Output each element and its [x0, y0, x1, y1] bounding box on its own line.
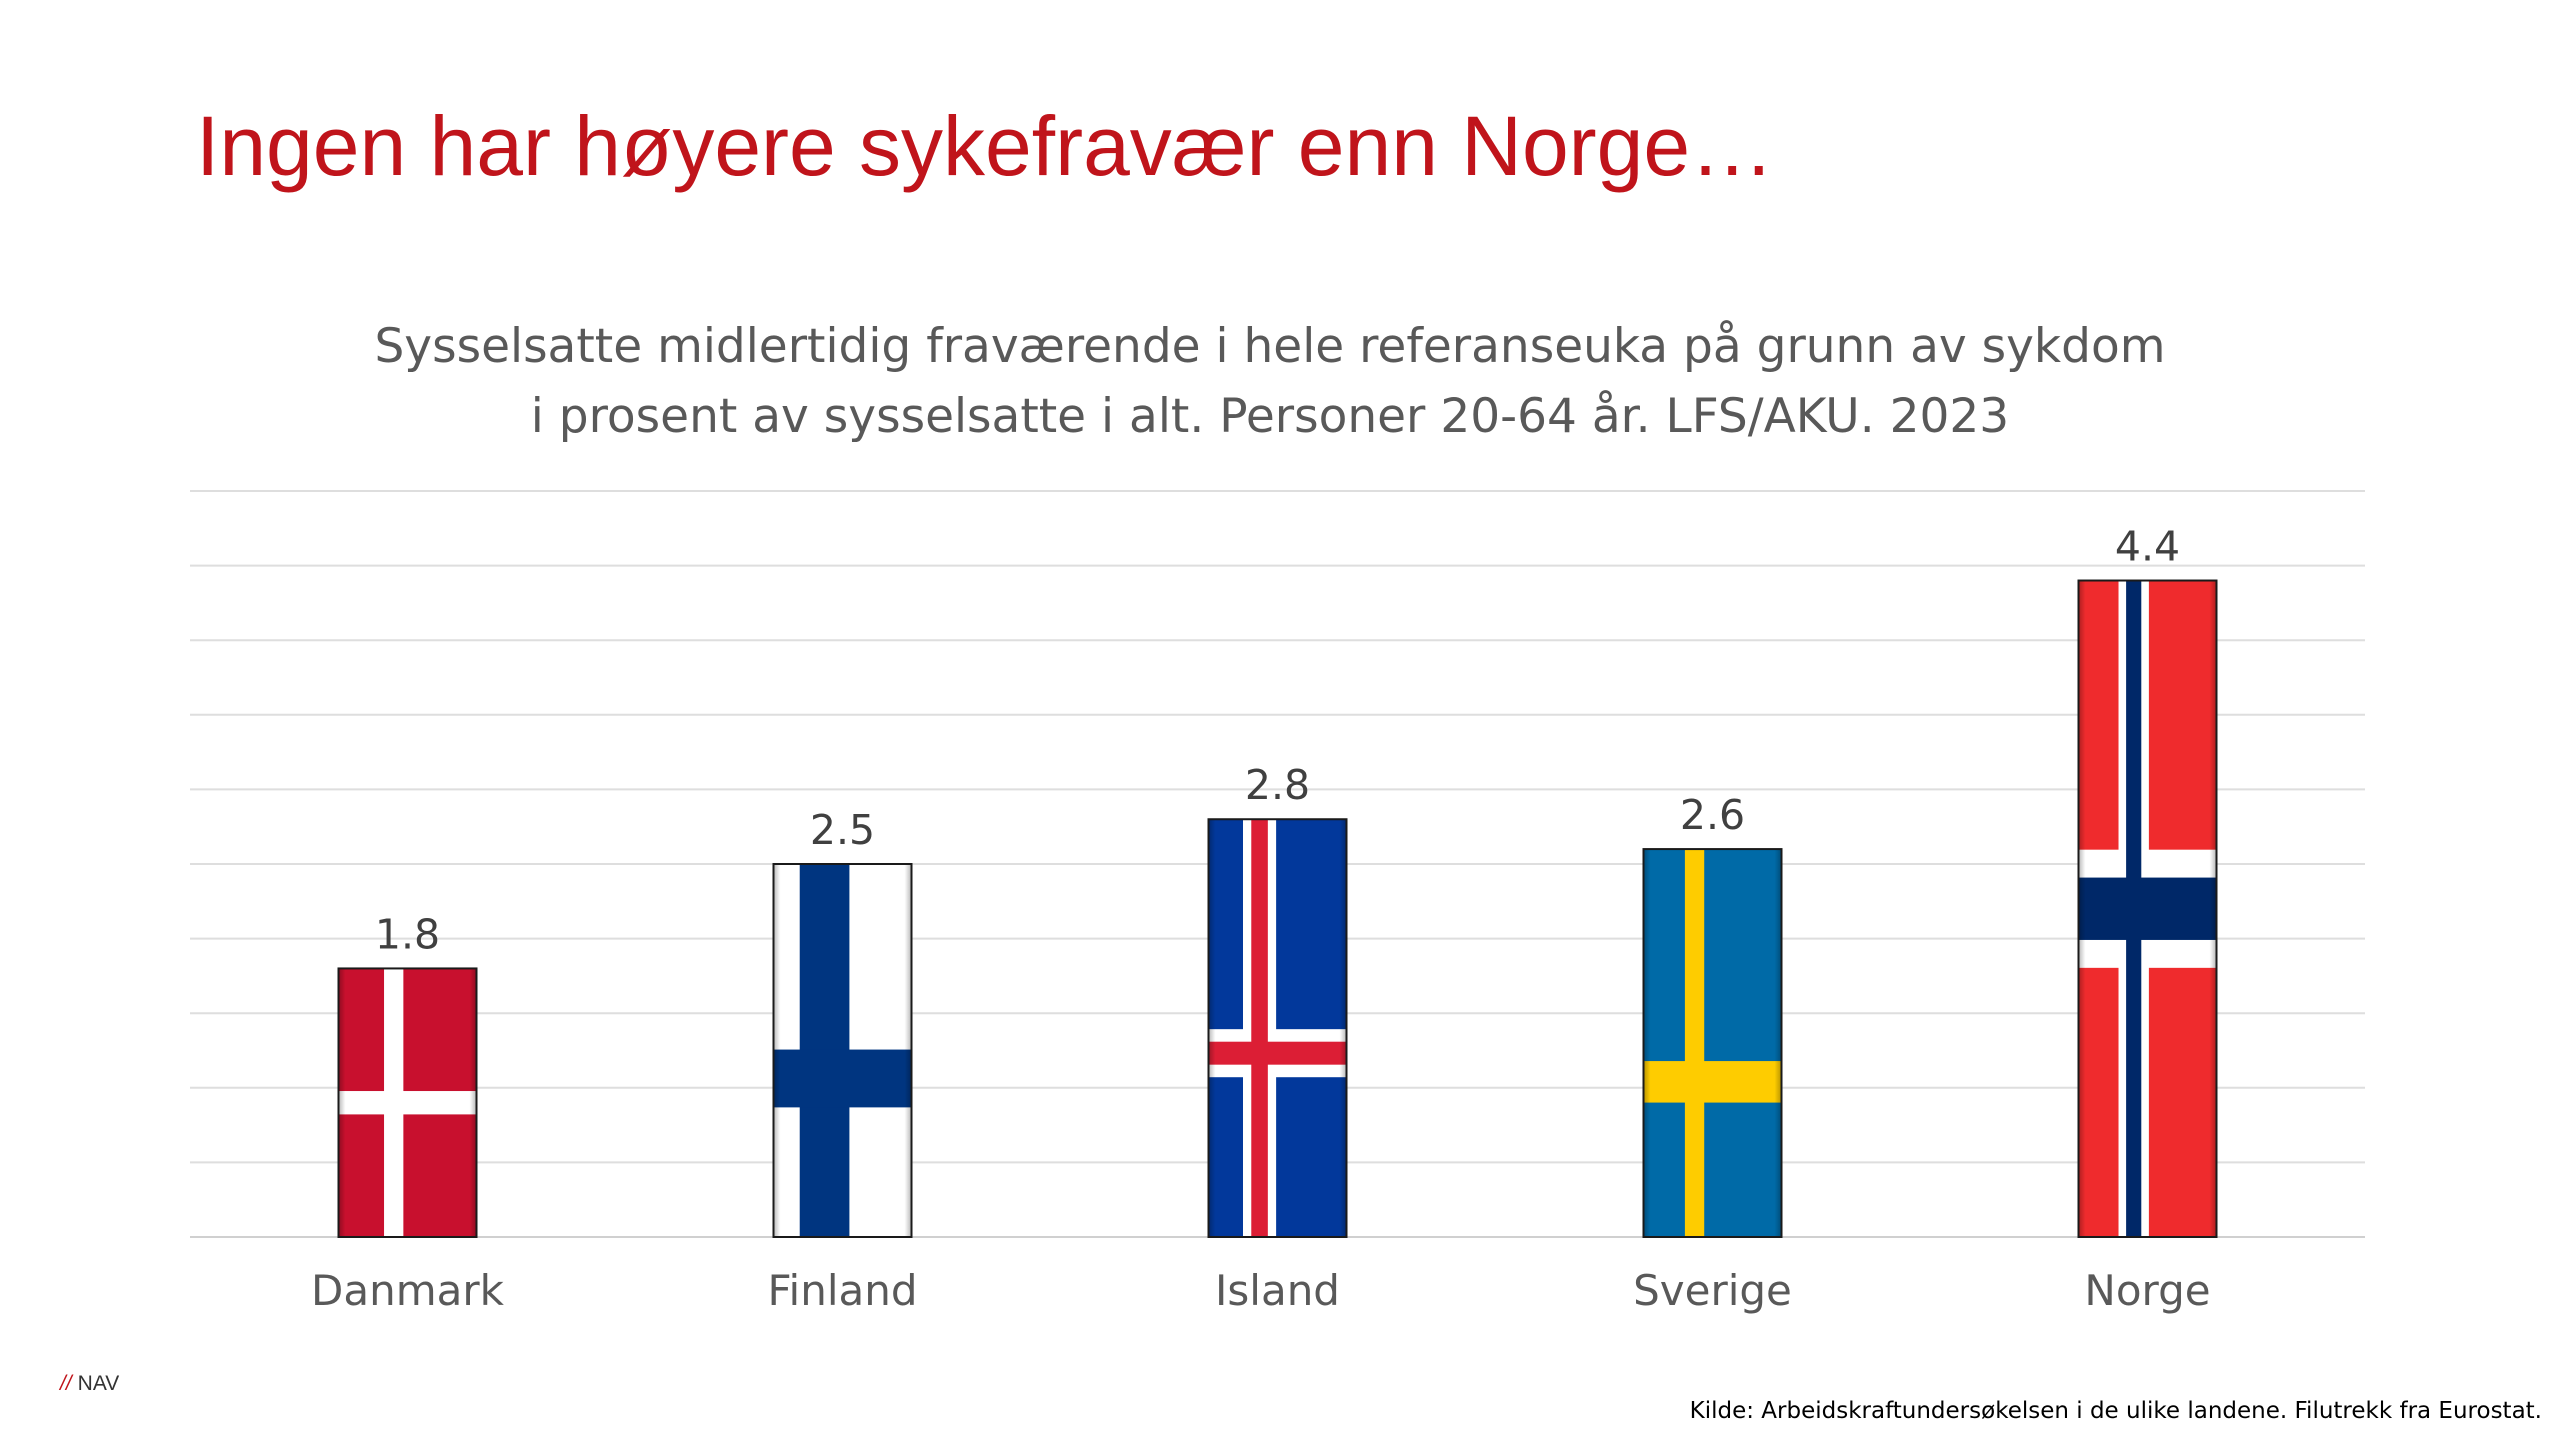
slide-title: Ingen har høyere sykefravær enn Norge… — [196, 99, 1775, 193]
data-label: 1.8 — [375, 910, 440, 958]
category-label: Danmark — [311, 1266, 505, 1315]
bar-island — [1207, 818, 1348, 1238]
category-label: Island — [1215, 1266, 1340, 1315]
bar-sverige — [1642, 848, 1783, 1239]
bar-danmark — [337, 967, 478, 1238]
bar-norge — [2077, 579, 2218, 1238]
data-label: 4.4 — [2115, 523, 2180, 571]
sweden-flag — [1642, 848, 1783, 1239]
source-note: Kilde: Arbeidskraftundersøkelsen i de ul… — [1689, 1398, 2542, 1424]
data-label: 2.8 — [1245, 761, 1310, 809]
category-label: Finland — [767, 1266, 917, 1315]
finland-flag — [772, 863, 913, 1238]
chart-title-line-1: Sysselsatte midlertidig fraværende i hel… — [374, 319, 2166, 374]
iceland-flag — [1207, 818, 1348, 1238]
chart-title-line-2: i prosent av sysselsatte i alt. Personer… — [530, 389, 2010, 444]
data-label: 2.5 — [810, 806, 875, 854]
category-label: Sverige — [1633, 1266, 1792, 1315]
data-label: 2.6 — [1680, 791, 1745, 839]
bars — [337, 579, 2218, 1239]
labels: 1.8 Danmark 2.5 Finland 2.8 Island 2.6 Sverige 4… — [311, 523, 2211, 1315]
nav-logo: //NAV — [60, 1372, 120, 1395]
bar-finland — [772, 863, 913, 1238]
denmark-flag — [337, 967, 478, 1238]
category-label: Norge — [2084, 1266, 2210, 1315]
norway-flag — [2077, 579, 2218, 1238]
